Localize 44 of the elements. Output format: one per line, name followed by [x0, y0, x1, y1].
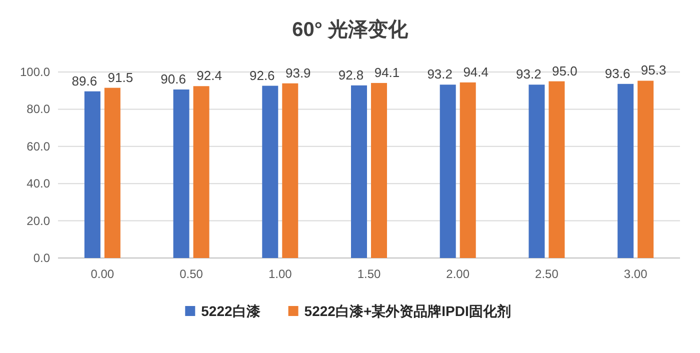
data-label: 93.6: [604, 66, 630, 81]
bar: [371, 82, 387, 258]
data-label: 93.2: [516, 66, 542, 82]
bar: [528, 84, 545, 258]
y-tick-label: 20.0: [26, 214, 50, 228]
y-tick-label: 60.0: [26, 139, 50, 154]
bar: [282, 83, 298, 258]
data-label: 95.3: [640, 62, 666, 78]
x-tick-label: 1.50: [357, 267, 381, 281]
y-tick-label: 80.0: [26, 102, 50, 116]
data-label: 95.0: [552, 63, 578, 78]
data-label: 90.6: [160, 71, 186, 86]
bar: [84, 91, 100, 258]
bar: [460, 82, 476, 258]
bar: [638, 80, 654, 258]
y-tick-label: 100.0: [20, 65, 50, 79]
x-tick-label: 2.00: [446, 267, 470, 281]
bar: [548, 81, 565, 258]
data-label: 92.6: [249, 68, 275, 83]
data-label: 92.8: [338, 67, 364, 82]
x-tick-label: 3.00: [624, 267, 648, 281]
data-label: 93.9: [285, 65, 311, 80]
bar: [262, 86, 278, 258]
data-label: 94.4: [463, 64, 489, 80]
data-label: 93.2: [427, 66, 453, 82]
bar: [193, 86, 210, 258]
x-tick-label: 1.00: [268, 267, 292, 281]
bar: [440, 84, 456, 258]
bar: [104, 88, 120, 258]
chart-title: 60° 光泽变化: [292, 18, 409, 41]
y-tick-label: 0.0: [33, 251, 50, 265]
legend-label: 5222白漆: [201, 303, 262, 319]
bar: [618, 84, 634, 258]
x-tick-label: 0.00: [90, 267, 114, 281]
x-tick-label: 0.50: [180, 267, 204, 281]
bar: [173, 89, 190, 258]
x-tick-label: 2.50: [535, 267, 559, 281]
legend-label: 5222白漆+某外资品牌IPDI固化剂: [304, 303, 511, 319]
data-label: 92.4: [196, 68, 222, 84]
data-label: 89.6: [72, 73, 98, 88]
bar: [351, 85, 367, 258]
data-label: 91.5: [108, 70, 134, 85]
data-label: 94.1: [374, 64, 400, 80]
y-tick-label: 40.0: [26, 176, 50, 191]
